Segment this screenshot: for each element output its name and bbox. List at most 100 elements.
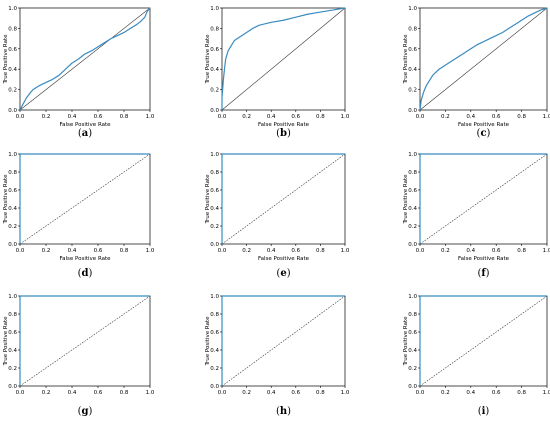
y-tick-label: 0.4 bbox=[408, 206, 417, 212]
y-tick-label: 0.4 bbox=[210, 348, 219, 354]
x-tick-label: 1.0 bbox=[341, 248, 350, 254]
roc-curve-line bbox=[19, 7, 151, 111]
x-tick-label: 0.6 bbox=[94, 248, 103, 254]
roc-panel-i: 0.0 0.2 0.4 0.6 0.8 1.0 0.0 0.2 0.4 0.6 0.8 1.0 True… bbox=[403, 294, 550, 417]
plot-frame bbox=[221, 7, 346, 111]
x-tick-label: 0.2 bbox=[242, 114, 251, 120]
x-tick-label: 0.0 bbox=[416, 248, 425, 254]
x-tick-label: 0.0 bbox=[16, 248, 25, 254]
y-tick-label: 0.6 bbox=[210, 188, 219, 194]
x-tick-label: 0.6 bbox=[492, 390, 501, 396]
y-tick-label: 0.6 bbox=[408, 47, 417, 53]
panel-caption: (a) bbox=[78, 128, 92, 139]
x-tick-label: 1.0 bbox=[543, 248, 550, 254]
y-tick-label: 0.8 bbox=[408, 312, 417, 318]
roc-curve-line bbox=[419, 7, 548, 111]
x-tick-label: 0.6 bbox=[94, 390, 103, 396]
x-tick-label: 0.4 bbox=[466, 114, 475, 120]
roc-panel-d: 0.0 0.2 0.4 0.6 0.8 1.0 0.0 0.2 0.4 0.6 0.8 1.0 Fals… bbox=[3, 152, 155, 279]
y-tick-label: 0.4 bbox=[210, 206, 219, 212]
y-axis-title: True Positive Rate bbox=[205, 316, 211, 367]
x-tick-label: 0.0 bbox=[218, 114, 227, 120]
y-tick-label: 0.0 bbox=[210, 242, 219, 248]
x-tick-label: 0.4 bbox=[267, 390, 276, 396]
y-tick-label: 1.0 bbox=[210, 294, 219, 300]
y-tick-label: 0.8 bbox=[408, 170, 417, 176]
y-tick-label: 0.6 bbox=[8, 330, 17, 336]
x-tick-label: 0.2 bbox=[441, 248, 450, 254]
x-axis-title: False Positive Rate bbox=[458, 122, 510, 128]
y-tick-label: 0.0 bbox=[210, 108, 219, 114]
y-tick-label: 0.6 bbox=[408, 330, 417, 336]
y-tick-label: 0.0 bbox=[8, 242, 17, 248]
roc-curve-line bbox=[221, 7, 346, 110]
y-tick-label: 0.8 bbox=[210, 26, 219, 32]
y-tick-label: 0.2 bbox=[8, 224, 17, 230]
x-tick-label: 0.4 bbox=[68, 248, 77, 254]
chance-diagonal bbox=[221, 295, 346, 387]
x-tick-label: 0.2 bbox=[441, 114, 450, 120]
x-tick-label: 0.4 bbox=[68, 114, 77, 120]
panel-caption: (f) bbox=[477, 268, 489, 279]
y-tick-label: 1.0 bbox=[8, 6, 17, 12]
x-tick-label: 0.8 bbox=[120, 390, 129, 396]
y-tick-label: 0.2 bbox=[8, 88, 17, 94]
x-tick-label: 0.8 bbox=[517, 248, 526, 254]
x-tick-label: 0.0 bbox=[416, 114, 425, 120]
x-tick-label: 0.2 bbox=[42, 390, 51, 396]
chance-diagonal bbox=[419, 295, 548, 387]
y-tick-label: 0.4 bbox=[408, 348, 417, 354]
chance-diagonal bbox=[419, 153, 548, 245]
roc-panel-f: 0.0 0.2 0.4 0.6 0.8 1.0 0.0 0.2 0.4 0.6 0.8 1.0 Fals… bbox=[403, 152, 550, 279]
y-tick-label: 0.4 bbox=[408, 67, 417, 73]
y-tick-label: 0.2 bbox=[210, 224, 219, 230]
x-axis-title: False Positive Rate bbox=[458, 256, 510, 262]
x-tick-label: 0.6 bbox=[291, 114, 300, 120]
panel-caption: (e) bbox=[276, 268, 290, 279]
x-tick-label: 0.6 bbox=[291, 390, 300, 396]
x-tick-label: 1.0 bbox=[146, 390, 155, 396]
x-tick-label: 1.0 bbox=[146, 248, 155, 254]
y-tick-label: 0.2 bbox=[408, 224, 417, 230]
y-tick-label: 0.0 bbox=[408, 242, 417, 248]
x-axis-title: False Positive Rate bbox=[59, 256, 111, 262]
y-axis-title: True Positive Rate bbox=[205, 174, 211, 225]
y-tick-label: 1.0 bbox=[408, 6, 417, 12]
x-tick-label: 0.0 bbox=[16, 114, 25, 120]
y-tick-label: 0.0 bbox=[8, 384, 17, 390]
x-axis-title: False Positive Rate bbox=[258, 256, 310, 262]
plot-frame bbox=[419, 7, 548, 111]
x-tick-label: 0.0 bbox=[218, 390, 227, 396]
x-tick-label: 0.6 bbox=[492, 114, 501, 120]
y-tick-label: 1.0 bbox=[8, 152, 17, 158]
panel-caption: (i) bbox=[478, 406, 490, 417]
y-tick-label: 0.6 bbox=[8, 188, 17, 194]
roc-panel-b: 0.0 0.2 0.4 0.6 0.8 1.0 0.0 0.2 0.4 0.6 0.8 1.0 Fals… bbox=[205, 6, 350, 139]
y-axis-title: True Positive Rate bbox=[3, 316, 9, 367]
y-axis-title: True Positive Rate bbox=[3, 174, 9, 225]
x-axis-title: False Positive Rate bbox=[258, 122, 310, 128]
y-axis-title: True Positive Rate bbox=[403, 316, 409, 367]
y-tick-label: 0.0 bbox=[408, 384, 417, 390]
x-tick-label: 0.0 bbox=[16, 390, 25, 396]
roc-panel-h: 0.0 0.2 0.4 0.6 0.8 1.0 0.0 0.2 0.4 0.6 0.8 1.0 True… bbox=[205, 294, 350, 417]
x-tick-label: 1.0 bbox=[341, 390, 350, 396]
x-tick-label: 0.4 bbox=[466, 390, 475, 396]
y-tick-label: 0.0 bbox=[408, 108, 417, 114]
plot-frame bbox=[19, 7, 151, 111]
y-tick-label: 0.6 bbox=[8, 47, 17, 53]
x-tick-label: 0.8 bbox=[120, 248, 129, 254]
x-tick-label: 0.0 bbox=[218, 248, 227, 254]
x-tick-label: 0.8 bbox=[316, 390, 325, 396]
x-tick-label: 0.8 bbox=[120, 114, 129, 120]
panel-caption: (d) bbox=[78, 268, 93, 279]
y-tick-label: 1.0 bbox=[210, 152, 219, 158]
y-tick-label: 0.6 bbox=[210, 330, 219, 336]
x-tick-label: 0.8 bbox=[316, 248, 325, 254]
y-tick-label: 0.2 bbox=[408, 366, 417, 372]
y-tick-label: 0.8 bbox=[8, 170, 17, 176]
y-tick-label: 0.4 bbox=[8, 206, 17, 212]
y-tick-label: 0.8 bbox=[408, 26, 417, 32]
chance-diagonal bbox=[221, 153, 346, 245]
